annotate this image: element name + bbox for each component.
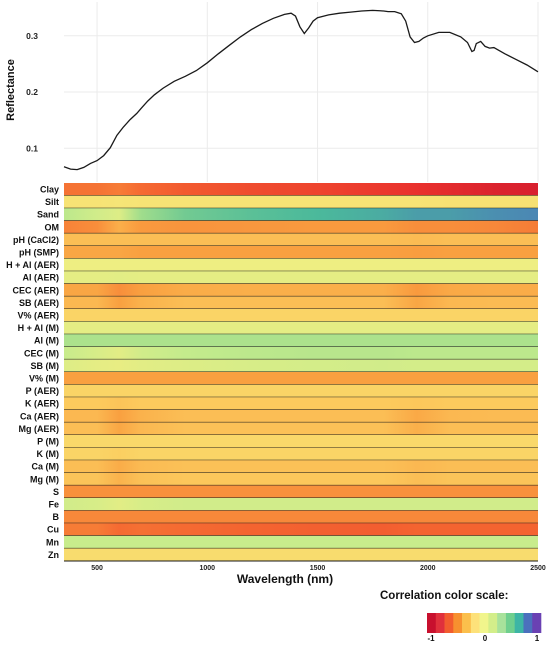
heatmap-row-label: Zn — [48, 550, 59, 560]
heatmap-row-bar — [64, 435, 538, 448]
heatmap-row-label: Silt — [45, 197, 59, 207]
color-scale-swatch — [427, 613, 437, 633]
heatmap-row-bar — [64, 397, 538, 410]
heatmap-row-labels: Clay Silt Sand OM pH (CaCl2) pH (SMP) H + Al (… — [6, 185, 59, 560]
heatmap-row-bar — [64, 409, 538, 423]
heatmap-row-bar — [64, 510, 538, 524]
heatmap-row-label: B — [53, 512, 60, 522]
heatmap-row-label: P (AER) — [26, 386, 59, 396]
heatmap-row-label: SB (M) — [31, 361, 60, 371]
heatmap-x-ticks: 500 1000 1500 2000 2500 — [91, 565, 546, 572]
heatmap-row-label: Mg (AER) — [19, 424, 60, 434]
reflectance-series-line — [63, 9, 539, 171]
heatmap-row-label: pH (CaCl2) — [13, 235, 59, 245]
heatmap-row-label: Sand — [37, 210, 59, 220]
heatmap-row-label: Clay — [40, 185, 59, 195]
heatmap-row-bar — [64, 460, 538, 473]
heatmap-row-label: H + Al (M) — [18, 323, 59, 333]
color-scale-swatches — [427, 613, 542, 633]
heatmap-row-label: K (M) — [37, 449, 60, 459]
reflectance-plot: 0.1 0.2 0.3 Reflectance — [5, 2, 539, 182]
color-scale-swatch — [444, 613, 454, 633]
color-scale-swatch — [479, 613, 489, 633]
heatmap-row-bar — [64, 535, 538, 549]
heatmap-rows — [64, 183, 538, 562]
x-tick-label: 1500 — [310, 565, 326, 572]
heatmap-row-label: H + Al (AER) — [6, 260, 59, 270]
color-scale-swatch — [435, 613, 445, 633]
heatmap-row-label: Fe — [48, 500, 59, 510]
heatmap-row-label: Al (M) — [34, 336, 59, 346]
color-scale-swatch — [514, 613, 524, 633]
heatmap-row-label: V% (M) — [29, 374, 59, 384]
heatmap-row-bar — [64, 296, 538, 309]
heatmap-row-bar — [64, 321, 538, 335]
heatmap-row-label: Ca (M) — [32, 462, 60, 472]
color-scale-swatch — [462, 613, 472, 633]
heatmap-row-bar — [64, 485, 538, 498]
heatmap-row-label: SB (AER) — [19, 298, 59, 308]
heatmap-row-bar — [64, 183, 538, 196]
heatmap-row-bar — [64, 271, 538, 284]
color-scale-swatch — [523, 613, 533, 633]
line-plot-y-ticks: 0.1 0.2 0.3 — [26, 31, 38, 154]
heatmap-row-bar — [64, 309, 538, 322]
line-plot-grid — [64, 2, 539, 182]
heatmap-row-label: Mn — [46, 537, 59, 547]
color-scale-legend: Correlation color scale: -1 0 1 — [380, 590, 542, 643]
heatmap-row-bar — [64, 498, 538, 511]
x-tick-label: 2000 — [420, 565, 436, 572]
heatmap-row-bar — [64, 283, 538, 297]
heatmap-row-label: OM — [45, 222, 60, 232]
y-tick-label: 0.3 — [26, 31, 38, 41]
heatmap-row-label: CEC (M) — [24, 348, 59, 358]
y-axis-label: Reflectance — [5, 59, 17, 121]
heatmap-row-bar — [64, 195, 538, 209]
color-scale-max-label: 1 — [535, 634, 540, 643]
heatmap-row-label: CEC (AER) — [13, 285, 60, 295]
heatmap-row-bar — [64, 334, 538, 347]
heatmap-row-bar — [64, 208, 538, 221]
color-scale-swatch — [470, 613, 480, 633]
x-axis-label: Wavelength (nm) — [237, 572, 333, 586]
heatmap-row-label: V% (AER) — [17, 311, 59, 321]
color-scale-swatch — [532, 613, 542, 633]
heatmap-row-bar — [64, 233, 538, 246]
color-scale-mid-label: 0 — [483, 634, 488, 643]
heatmap-row-bar — [64, 384, 538, 398]
heatmap-row-label: P (M) — [37, 437, 59, 447]
color-scale-swatch — [505, 613, 515, 633]
heatmap-row-bar — [64, 258, 538, 272]
x-tick-label: 1000 — [200, 565, 216, 572]
heatmap-row-bar — [64, 548, 538, 561]
heatmap-row-bar — [64, 346, 538, 360]
color-scale-title: Correlation color scale: — [380, 590, 508, 602]
x-tick-label: 500 — [91, 565, 103, 572]
heatmap-row-bar — [64, 422, 538, 435]
heatmap-row-bar — [64, 372, 538, 385]
color-scale-swatch — [453, 613, 463, 633]
correlation-heatmap: Clay Silt Sand OM pH (CaCl2) pH (SMP) H + Al (… — [6, 183, 546, 586]
heatmap-row-label: S — [53, 487, 59, 497]
y-tick-label: 0.2 — [26, 87, 38, 97]
heatmap-row-label: Al (AER) — [23, 273, 60, 283]
heatmap-row-bar — [64, 523, 538, 536]
heatmap-row-bar — [64, 246, 538, 259]
heatmap-row-bar — [64, 472, 538, 486]
heatmap-row-label: Ca (AER) — [20, 411, 59, 421]
heatmap-row-bar — [64, 220, 538, 234]
y-tick-label: 0.1 — [26, 143, 38, 153]
color-scale-swatch — [488, 613, 498, 633]
heatmap-row-bar — [64, 447, 538, 461]
heatmap-row-label: K (AER) — [25, 399, 59, 409]
color-scale-min-label: -1 — [427, 634, 435, 643]
x-tick-label: 2500 — [530, 565, 546, 572]
heatmap-row-label: pH (SMP) — [19, 248, 59, 258]
heatmap-row-label: Cu — [47, 525, 59, 535]
heatmap-row-bar — [64, 359, 538, 372]
heatmap-row-label: Mg (M) — [30, 474, 59, 484]
color-scale-swatch — [497, 613, 507, 633]
